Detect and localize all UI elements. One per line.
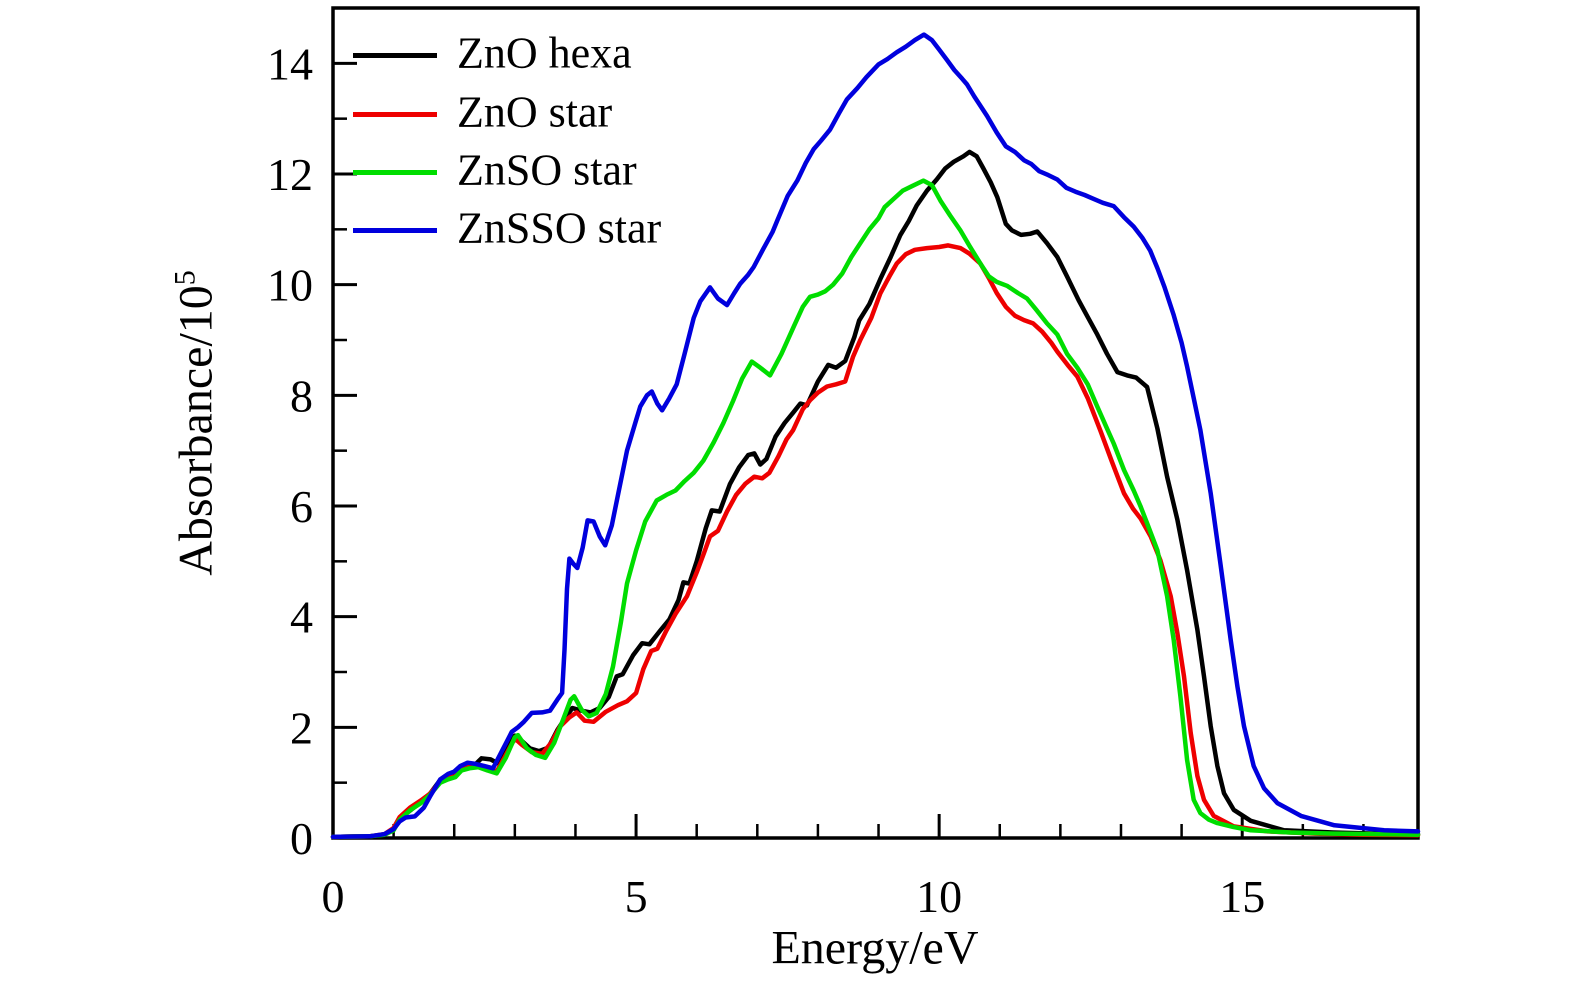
curve-zno-hexa bbox=[330, 149, 1421, 840]
y-tick-label: 6 bbox=[290, 481, 313, 532]
x-axis-title: Energy/eV bbox=[771, 921, 979, 975]
legend-label: ZnO star bbox=[457, 87, 613, 137]
y-tick-label: 4 bbox=[290, 592, 313, 643]
y-tick-label: 2 bbox=[290, 702, 313, 753]
x-tick-label: 15 bbox=[1219, 871, 1265, 922]
y-axis-title: Absorbance/105 bbox=[169, 270, 224, 576]
y-tick-label: 10 bbox=[267, 260, 313, 311]
curve-znso-star bbox=[330, 178, 1421, 840]
y-axis-title-exponent: 5 bbox=[168, 270, 202, 286]
y-axis-title-base: Absorbance/10 bbox=[169, 285, 223, 576]
x-tick-label: 10 bbox=[916, 871, 962, 922]
y-tick-label: 12 bbox=[267, 149, 313, 200]
legend-line-swatch bbox=[353, 228, 437, 233]
curve-znsso-star bbox=[330, 32, 1421, 840]
y-tick-label: 0 bbox=[290, 813, 313, 864]
legend-label: ZnSO star bbox=[457, 145, 637, 195]
plot-frame bbox=[331, 6, 1420, 840]
legend-line-swatch bbox=[353, 112, 437, 117]
legend-line-swatch bbox=[353, 53, 437, 58]
y-tick-label: 8 bbox=[290, 370, 313, 421]
curve-zno-star bbox=[330, 243, 1421, 840]
legend-label: ZnO hexa bbox=[457, 28, 632, 78]
y-tick-label: 14 bbox=[267, 38, 313, 89]
legend-label: ZnSSO star bbox=[457, 203, 662, 253]
x-tick-label: 5 bbox=[625, 871, 648, 922]
legend-line-swatch bbox=[353, 170, 437, 175]
x-tick-label: 0 bbox=[322, 871, 345, 922]
